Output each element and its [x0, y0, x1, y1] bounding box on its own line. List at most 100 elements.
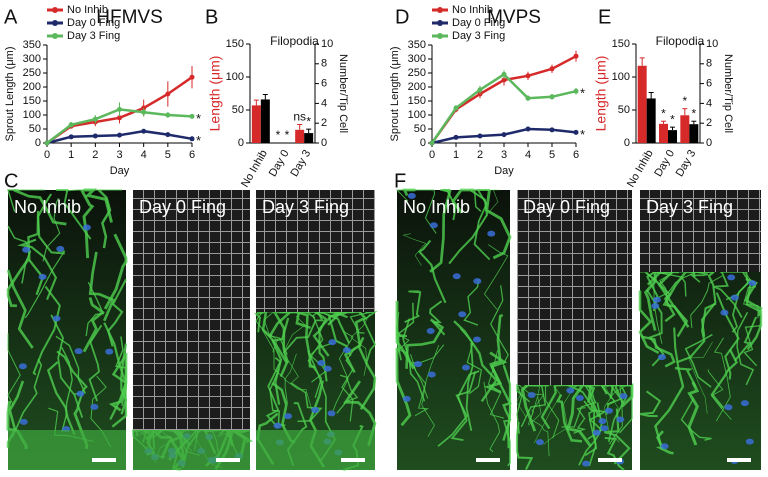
x-tick-label: 5 [165, 149, 171, 161]
point [189, 113, 195, 119]
chart-title: Filopodia [656, 34, 705, 48]
x-tick-label: 5 [549, 149, 555, 161]
cell-filament [88, 324, 103, 402]
panel-letter: D [395, 6, 409, 28]
nucleus [317, 360, 326, 367]
cell-filament [7, 333, 21, 406]
nucleus [52, 315, 61, 322]
scale-bar [598, 458, 622, 462]
scale-bar [727, 458, 751, 462]
scale-bar [92, 458, 116, 462]
cell-filament [61, 346, 73, 432]
y-axis-label: Length (μm) [593, 56, 609, 132]
bar [659, 123, 668, 143]
y-tick-label: 0 [420, 137, 426, 149]
significance: * [691, 106, 696, 120]
cell-filament [88, 251, 115, 322]
point [117, 106, 122, 112]
panel-letter: B [205, 6, 218, 28]
legend-label: No Inhib [452, 4, 493, 16]
nucleus [323, 365, 332, 372]
y-tick-label: 100 [23, 109, 41, 121]
y-tick-label: 100 [408, 109, 426, 121]
cell-filament [85, 281, 105, 337]
point [92, 116, 98, 122]
nucleus [657, 354, 666, 361]
scale-bar [341, 458, 365, 462]
cell-filament [261, 329, 288, 405]
cell-filament [463, 278, 480, 326]
point [117, 115, 122, 121]
point [549, 66, 555, 72]
nucleus [592, 429, 601, 436]
nucleus [426, 328, 435, 335]
legend-label: Day 3 Fing [67, 30, 120, 42]
legend-swatch [437, 20, 443, 26]
cell-filament [82, 297, 105, 353]
nucleus [740, 400, 749, 407]
x-tick-label: 4 [141, 149, 147, 161]
legend-label: No Inhib [67, 4, 108, 16]
nucleus [414, 361, 423, 368]
cell-filament [343, 311, 368, 374]
y-tick-label: 150 [23, 95, 41, 107]
nucleus [452, 273, 461, 280]
cell-filament [11, 358, 43, 438]
significance: * [661, 106, 666, 120]
panel-letter: A [4, 6, 18, 28]
significance: * [682, 94, 687, 108]
x-tick-label: 1 [68, 149, 74, 161]
y2-tick-label: 10 [706, 38, 718, 50]
y-tick-label: 200 [23, 81, 41, 93]
cell-filament [638, 290, 660, 355]
cell-filament [483, 244, 509, 310]
cell-layer [133, 430, 250, 470]
y-tick-label: 250 [408, 67, 426, 79]
cell-filament [673, 327, 697, 388]
y2-tick-label: 10 [321, 38, 333, 50]
nucleus [56, 245, 65, 252]
cell-filament [680, 398, 712, 441]
nucleus [90, 403, 99, 410]
x-tick-label: Day 0 [652, 148, 677, 179]
significance: * [670, 112, 675, 126]
nucleus [473, 278, 482, 285]
point [429, 140, 435, 146]
image-label: No Inhib [14, 197, 81, 217]
cell-filament [429, 300, 446, 336]
nucleus [600, 425, 609, 432]
bar [637, 65, 647, 143]
nucleus [328, 339, 337, 346]
cell-filament [561, 384, 597, 428]
nucleus [604, 407, 613, 414]
chart-title: MVPS [487, 7, 541, 28]
cell-filament [688, 341, 713, 414]
x-tick-label: Day 3 [674, 148, 699, 179]
nucleus [327, 410, 336, 417]
y-axis-label: Sprout Length (μm) [4, 47, 16, 142]
nucleus [745, 438, 754, 445]
micrograph [515, 190, 634, 471]
nucleus [18, 363, 27, 370]
chart-title: Filopodia [270, 34, 319, 48]
cell-filament [437, 371, 477, 447]
inhibitor-grid [517, 190, 632, 385]
point [189, 136, 195, 142]
nucleus [619, 393, 628, 400]
cell-filament [283, 311, 324, 354]
significance: * [196, 111, 201, 126]
nucleus [407, 192, 416, 199]
y-tick-label: 50 [232, 104, 244, 116]
cell-filament [707, 369, 732, 421]
cell-filament [489, 313, 504, 385]
x-axis-label: Day [110, 165, 130, 177]
cell-filament [395, 347, 412, 427]
nucleus [575, 395, 584, 402]
x-tick-label: 4 [525, 149, 531, 161]
point [549, 94, 555, 100]
cell-filament [307, 311, 324, 398]
point [501, 71, 507, 77]
x-tick-label: 3 [116, 149, 122, 161]
cell-filament [65, 189, 123, 192]
cell-filament [676, 302, 717, 364]
